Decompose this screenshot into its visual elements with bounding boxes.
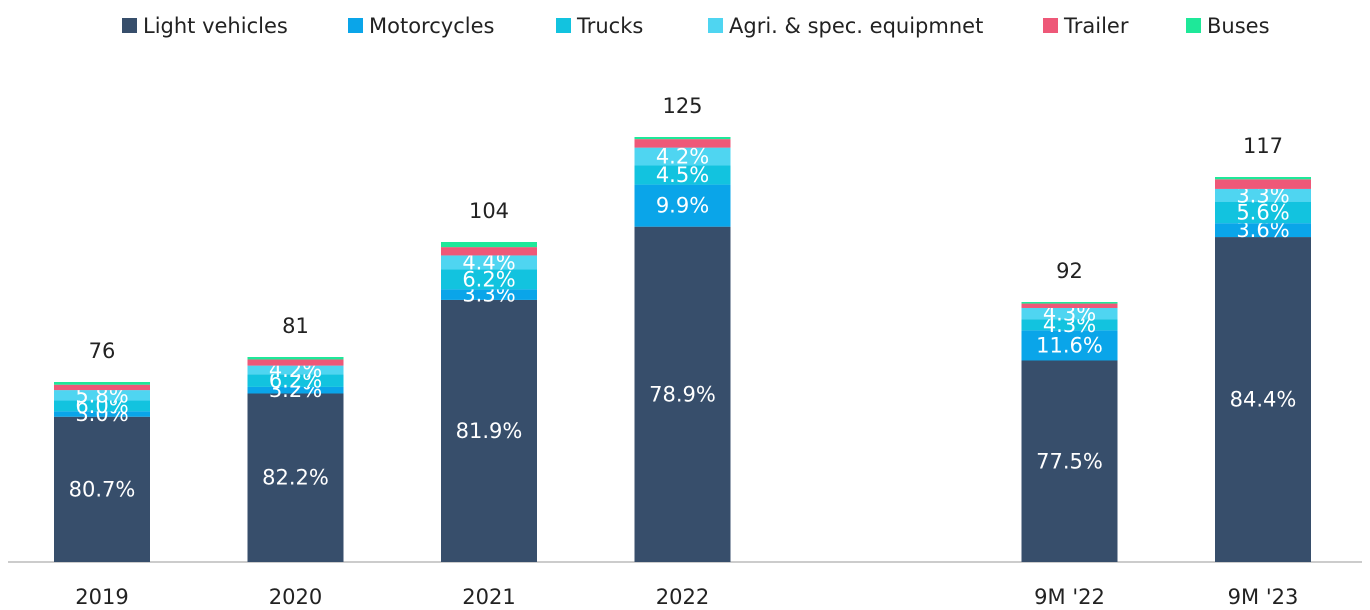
bar-segment xyxy=(1021,319,1118,331)
value-label: 82.2% xyxy=(262,466,329,490)
bar-segment xyxy=(1021,360,1118,562)
bar-segment xyxy=(634,165,731,185)
value-label: 81.9% xyxy=(456,419,523,443)
x-tick-label: 2021 xyxy=(462,585,515,609)
bar-segment xyxy=(634,226,731,563)
value-label: 84.4% xyxy=(1230,388,1297,412)
bar-segment xyxy=(247,374,344,387)
x-tick-label: 2019 xyxy=(75,585,128,609)
legend-label: Trucks xyxy=(576,14,643,38)
bar-segment xyxy=(634,139,731,148)
total-label: 81 xyxy=(282,314,309,338)
bar-segment xyxy=(247,357,344,360)
bar-segment xyxy=(1215,177,1311,180)
bar-segment xyxy=(54,416,150,562)
bar-segment xyxy=(247,359,344,366)
bar-segment xyxy=(441,289,537,300)
bar-segment xyxy=(247,386,344,394)
legend-label: Trailer xyxy=(1063,14,1129,38)
bar-segment xyxy=(1021,330,1118,361)
value-label: 11.6% xyxy=(1036,333,1103,357)
total-label: 92 xyxy=(1056,259,1083,283)
bar-segment xyxy=(54,384,150,391)
total-label: 125 xyxy=(662,94,702,118)
legend-swatch xyxy=(556,18,571,33)
bar-segment xyxy=(1215,179,1311,189)
legend-label: Light vehicles xyxy=(143,14,288,38)
bar-segment xyxy=(634,184,731,227)
bar-segment xyxy=(1215,201,1311,224)
legend-label: Buses xyxy=(1207,14,1270,38)
bar-segment xyxy=(1021,307,1118,320)
bar-segment xyxy=(54,382,150,385)
bar-segment xyxy=(54,411,150,417)
bar-segment xyxy=(1021,303,1118,308)
total-label: 104 xyxy=(469,199,509,223)
value-label: 77.5% xyxy=(1036,449,1103,473)
value-label: 4.5% xyxy=(656,163,709,187)
value-label: 6.2% xyxy=(462,267,515,291)
legend-swatch xyxy=(348,18,363,33)
value-label: 4.2% xyxy=(656,145,709,169)
bar-segment xyxy=(247,365,344,375)
x-tick-label: 9M '22 xyxy=(1034,585,1105,609)
bar-segment xyxy=(54,400,150,412)
bar-segment xyxy=(441,255,537,270)
legend-label: Agri. & spec. equipmnet xyxy=(729,14,983,38)
bar-segment xyxy=(441,269,537,290)
value-label: 5.6% xyxy=(1236,200,1289,224)
legend-label: Motorcycles xyxy=(369,14,494,38)
bar-segment xyxy=(441,242,537,248)
x-tick-label: 2022 xyxy=(656,585,709,609)
value-label: 78.9% xyxy=(649,382,716,406)
total-label: 117 xyxy=(1243,134,1283,158)
bar-segment xyxy=(634,137,731,140)
bar-segment xyxy=(54,390,150,401)
bar-segment xyxy=(1215,188,1311,202)
legend-swatch xyxy=(122,18,137,33)
legend-swatch xyxy=(1043,18,1058,33)
bar-segment xyxy=(1021,302,1118,304)
bar-segment xyxy=(247,393,344,562)
bar-segment xyxy=(441,299,537,562)
bar-segment xyxy=(441,247,537,256)
bar-segment xyxy=(634,147,731,166)
bar-segment xyxy=(1215,237,1311,562)
x-tick-label: 2020 xyxy=(269,585,322,609)
x-tick-label: 9M '23 xyxy=(1228,585,1299,609)
value-label: 80.7% xyxy=(69,477,136,501)
bar-segment xyxy=(1215,223,1311,238)
legend-swatch xyxy=(708,18,723,33)
value-label: 9.9% xyxy=(656,194,709,218)
legend-swatch xyxy=(1186,18,1201,33)
total-label: 76 xyxy=(89,339,116,363)
